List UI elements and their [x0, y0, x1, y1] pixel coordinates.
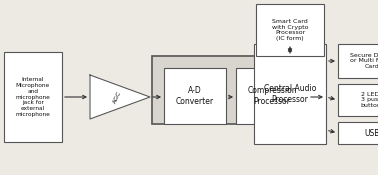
Bar: [338, 84, 378, 116]
Polygon shape: [90, 75, 150, 119]
Text: 2 LEDs
3 push
buttons: 2 LEDs 3 push buttons: [360, 92, 378, 108]
Bar: [236, 68, 308, 124]
Text: A-D
Converter: A-D Converter: [176, 86, 214, 106]
Text: USB: USB: [364, 128, 378, 138]
Text: Internal
Microphone
and
microphone
jack for
external
microphone: Internal Microphone and microphone jack …: [15, 77, 50, 117]
Bar: [4, 52, 62, 142]
Text: Central Audio
Processor: Central Audio Processor: [264, 84, 316, 104]
Bar: [164, 68, 226, 124]
Text: Smart Card
with Crypto
Processor
(IC form): Smart Card with Crypto Processor (IC for…: [272, 19, 308, 41]
Bar: [338, 44, 378, 78]
Text: Secure Digital
or Multi Media
Card: Secure Digital or Multi Media Card: [350, 53, 378, 69]
Bar: [256, 4, 324, 56]
Text: Compression
Processor: Compression Processor: [247, 86, 297, 106]
Bar: [338, 122, 378, 144]
Bar: [254, 44, 326, 144]
Text: AGC: AGC: [112, 90, 122, 104]
Bar: [152, 56, 320, 124]
